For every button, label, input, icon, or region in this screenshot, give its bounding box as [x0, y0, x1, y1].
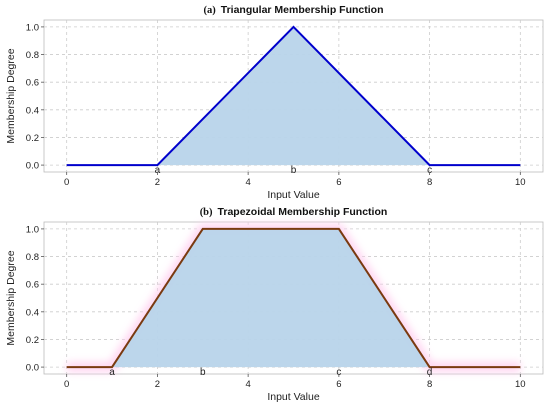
param-label-b: b: [291, 165, 297, 176]
x-tick-label: 6: [336, 177, 341, 188]
x-tick-label: 0: [64, 177, 69, 188]
membership-line: [66, 227, 521, 369]
param-label-a: a: [109, 367, 115, 378]
param-label-d: d: [427, 367, 433, 378]
x-tick-label: 0: [64, 379, 69, 390]
y-tick-label: 0.2: [26, 133, 39, 144]
param-label-c: c: [336, 367, 341, 378]
x-axis-label: Input Value: [267, 391, 320, 403]
panel-label: (a): [203, 5, 216, 16]
x-tick-label: 6: [336, 379, 341, 390]
y-tick-label: 0.6: [26, 78, 39, 89]
x-tick-label: 4: [245, 379, 250, 390]
y-tick-label: 0.6: [26, 280, 39, 291]
y-axis-label: Membership Degree: [5, 48, 17, 143]
param-label-b: b: [200, 367, 206, 378]
y-tick-label: 0.0: [26, 161, 39, 172]
y-tick-label: 1.0: [26, 224, 39, 235]
x-tick-label: 2: [155, 177, 160, 188]
param-label-c: c: [427, 165, 432, 176]
x-axis-label: Input Value: [267, 189, 320, 201]
chart-title: (a) Triangular Membership Function: [203, 4, 383, 16]
x-tick-label: 10: [515, 379, 526, 390]
param-label-a: a: [155, 165, 161, 176]
x-tick-label: 2: [155, 379, 160, 390]
x-tick-label: 8: [427, 379, 432, 390]
y-tick-label: 1.0: [26, 22, 39, 33]
title-label: Trapezoidal Membership Function: [218, 206, 388, 218]
y-tick-label: 0.8: [26, 50, 39, 61]
y-tick-label: 0.4: [26, 105, 39, 116]
chart-panel-b: a b c d 0 2 4 6 8 10 0.0 0.2 0.4 0.6 0.8 1.0 Input Value…: [5, 206, 544, 403]
y-tick-label: 0.8: [26, 252, 39, 263]
y-tick-label: 0.2: [26, 335, 39, 346]
y-tick-label: 0.4: [26, 307, 39, 318]
chart-panel-a: a b c 0 2 4 6 8 10 0.0 0.2 0.4 0.6 0.8 1.0 Input Value M…: [5, 4, 544, 201]
x-tick-label: 10: [515, 177, 526, 188]
x-tick-label: 4: [245, 177, 250, 188]
panel-label: (b): [200, 207, 213, 218]
y-tick-label: 0.0: [26, 363, 39, 374]
y-axis-label: Membership Degree: [5, 250, 17, 345]
x-tick-label: 8: [427, 177, 432, 188]
membership-fill-area: [66, 26, 521, 166]
title-label: Triangular Membership Function: [221, 4, 384, 16]
chart-title: (b) Trapezoidal Membership Function: [200, 206, 388, 218]
